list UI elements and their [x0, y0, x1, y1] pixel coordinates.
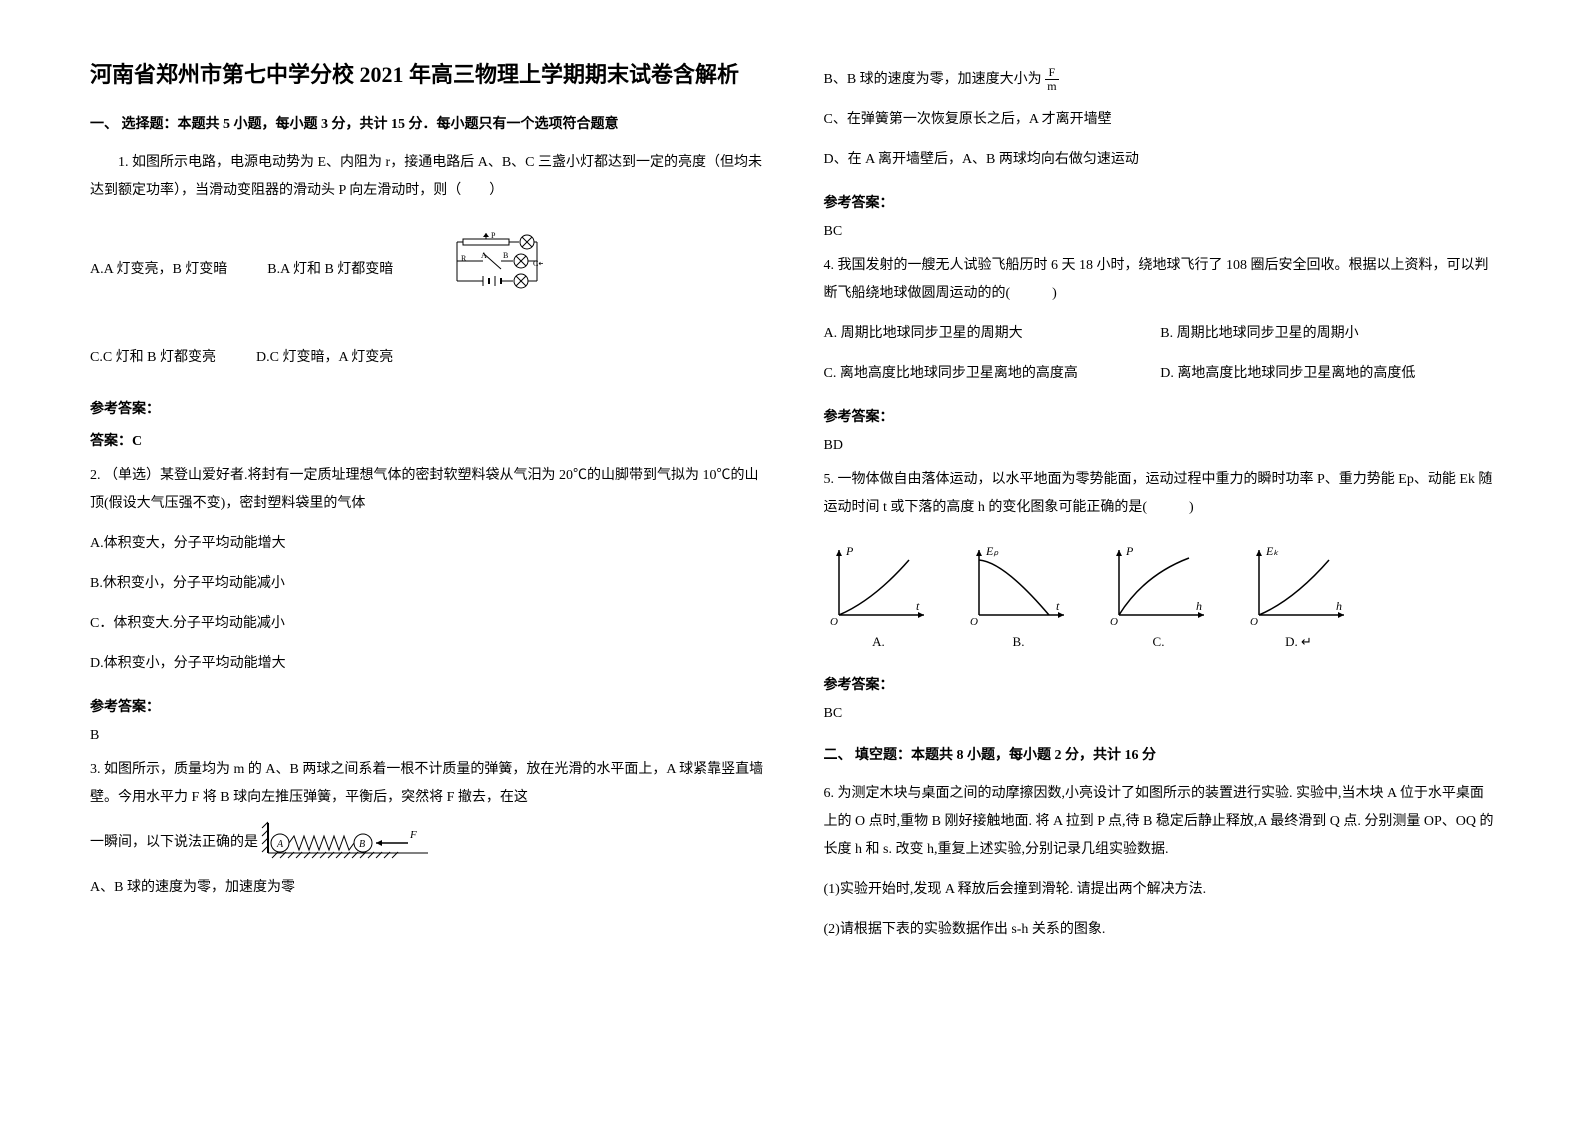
q3-text: 3. 如图所示，质量均为 m 的 A、B 两球之间系着一根不计质量的弹簧，放在光… — [90, 756, 764, 812]
q3-opt-d: D、在 A 离开墙壁后，A、B 两球均向右做匀速运动 — [824, 146, 1498, 174]
q1-answer-label: 参考答案： — [90, 398, 764, 418]
svg-text:Eₖ: Eₖ — [1265, 544, 1279, 558]
q4-answer-label: 参考答案： — [824, 406, 1498, 426]
svg-text:P: P — [1125, 544, 1134, 558]
q3-opt-c: C、在弹簧第一次恢复原长之后，A 才离开墙壁 — [824, 106, 1498, 134]
q5-answer: BC — [824, 706, 1498, 722]
chart-d-label: D. ↵ — [1244, 634, 1354, 650]
q3-diagram-row: 一瞬间，以下说法正确的是 A B — [90, 818, 764, 868]
q2-opt-b: B.休积变小，分子平均动能减小 — [90, 570, 764, 598]
q4-opt-a: A. 周期比地球同步卫星的周期大 — [824, 320, 1161, 348]
q3-answer: BC — [824, 224, 1498, 240]
q6-sub2: (2)请根据下表的实验数据作出 s-h 关系的图象. — [824, 916, 1498, 944]
svg-text:h: h — [1336, 599, 1342, 613]
svg-text:C↵: C↵ — [533, 259, 543, 268]
svg-text:h: h — [1196, 599, 1202, 613]
q6-sub1: (1)实验开始时,发现 A 释放后会撞到滑轮. 请提出两个解决方法. — [824, 876, 1498, 904]
section2-header: 二、 填空题：本题共 8 小题，每小题 2 分，共计 16 分 — [824, 744, 1498, 764]
q5-answer-label: 参考答案： — [824, 674, 1498, 694]
q3-fraction: F m — [1045, 66, 1058, 93]
circuit-diagram: P R A B C↵ — [453, 231, 543, 306]
svg-text:P: P — [845, 544, 854, 558]
q2-opt-a: A.体积变大，分子平均动能增大 — [90, 530, 764, 558]
svg-text:O: O — [1110, 616, 1118, 628]
frac-num: F — [1045, 66, 1058, 80]
svg-text:R: R — [461, 254, 467, 263]
svg-text:O: O — [1250, 616, 1258, 628]
svg-text:O: O — [830, 616, 838, 628]
q4-opts-row1: A. 周期比地球同步卫星的周期大 B. 周期比地球同步卫星的周期小 — [824, 314, 1498, 354]
q1-text: 1. 如图所示电路，电源电动势为 E、内阻为 r，接通电路后 A、B、C 三盏小… — [90, 149, 764, 205]
q1-opt-c: C.C 灯和 B 灯都变亮 — [90, 346, 216, 366]
svg-text:P: P — [491, 231, 496, 240]
svg-text:B: B — [359, 839, 365, 850]
left-column: 河南省郑州市第七中学分校 2021 年高三物理上学期期末试卷含解析 一、 选择题… — [90, 60, 764, 1062]
frac-den: m — [1045, 80, 1058, 93]
chart-b-label: B. — [964, 634, 1074, 650]
svg-text:O: O — [970, 616, 978, 628]
q3-opt-b: B、B 球的速度为零，加速度大小为 F m — [824, 66, 1498, 94]
q4-opt-c: C. 离地高度比地球同步卫星离地的高度高 — [824, 360, 1161, 388]
chart-b: Eₚ t O B. — [964, 540, 1074, 650]
q3-text2: 一瞬间，以下说法正确的是 — [90, 829, 258, 857]
q2-opt-c: C．体积变大.分子平均动能减小 — [90, 610, 764, 638]
svg-text:F: F — [409, 829, 417, 841]
q2-opt-d: D.体积变小，分子平均动能增大 — [90, 650, 764, 678]
q1-options-row1: A.A 灯变亮，B 灯变暗 B.A 灯和 B 灯都变暗 P R A B — [90, 231, 764, 306]
q3-opt-b-pre: B、B 球的速度为零，加速度大小为 — [824, 72, 1042, 87]
q4-opt-b: B. 周期比地球同步卫星的周期小 — [1160, 320, 1497, 348]
spring-diagram: A B F — [258, 818, 438, 868]
svg-text:B: B — [503, 251, 508, 260]
svg-text:Eₚ: Eₚ — [985, 544, 999, 558]
q2-answer: B — [90, 728, 764, 744]
q2-answer-label: 参考答案： — [90, 696, 764, 716]
chart-c: P h O C. — [1104, 540, 1214, 650]
q3-opt-a: A、B 球的速度为零，加速度为零 — [90, 874, 764, 902]
exam-title: 河南省郑州市第七中学分校 2021 年高三物理上学期期末试卷含解析 — [90, 60, 764, 91]
q5-text: 5. 一物体做自由落体运动，以水平地面为零势能面，运动过程中重力的瞬时功率 P、… — [824, 466, 1498, 522]
chart-c-label: C. — [1104, 634, 1214, 650]
q4-text: 4. 我国发射的一艘无人试验飞船历时 6 天 18 小时，绕地球飞行了 108 … — [824, 252, 1498, 308]
q4-opts-row2: C. 离地高度比地球同步卫星离地的高度高 D. 离地高度比地球同步卫星离地的高度… — [824, 354, 1498, 394]
right-column: B、B 球的速度为零，加速度大小为 F m C、在弹簧第一次恢复原长之后，A 才… — [824, 60, 1498, 1062]
chart-a: P t O A. — [824, 540, 934, 650]
q4-opt-d: D. 离地高度比地球同步卫星离地的高度低 — [1160, 360, 1497, 388]
svg-text:t: t — [916, 599, 920, 613]
q5-charts: P t O A. Eₚ t O B. — [824, 540, 1498, 650]
q2-text: 2. （单选）某登山爱好者.将封有一定质址理想气体的密封软塑料袋从气汨为 20℃… — [90, 462, 764, 518]
q1-answer: 答案：C — [90, 430, 764, 450]
section1-header: 一、 选择题：本题共 5 小题，每小题 3 分，共计 15 分．每小题只有一个选… — [90, 113, 764, 133]
q1-opt-b: B.A 灯和 B 灯都变暗 — [267, 258, 393, 278]
chart-d: Eₖ h O D. ↵ — [1244, 540, 1354, 650]
q1-opt-a: A.A 灯变亮，B 灯变暗 — [90, 258, 227, 278]
svg-text:A: A — [276, 839, 284, 850]
q1-options-row2: C.C 灯和 B 灯都变亮 D.C 灯变暗，A 灯变亮 — [90, 346, 764, 366]
q3-answer-label: 参考答案： — [824, 192, 1498, 212]
chart-a-label: A. — [824, 634, 934, 650]
svg-text:t: t — [1056, 599, 1060, 613]
q1-opt-d: D.C 灯变暗，A 灯变亮 — [256, 346, 393, 366]
q6-text: 6. 为测定木块与桌面之间的动摩擦因数,小亮设计了如图所示的装置进行实验. 实验… — [824, 780, 1498, 864]
q4-answer: BD — [824, 438, 1498, 454]
